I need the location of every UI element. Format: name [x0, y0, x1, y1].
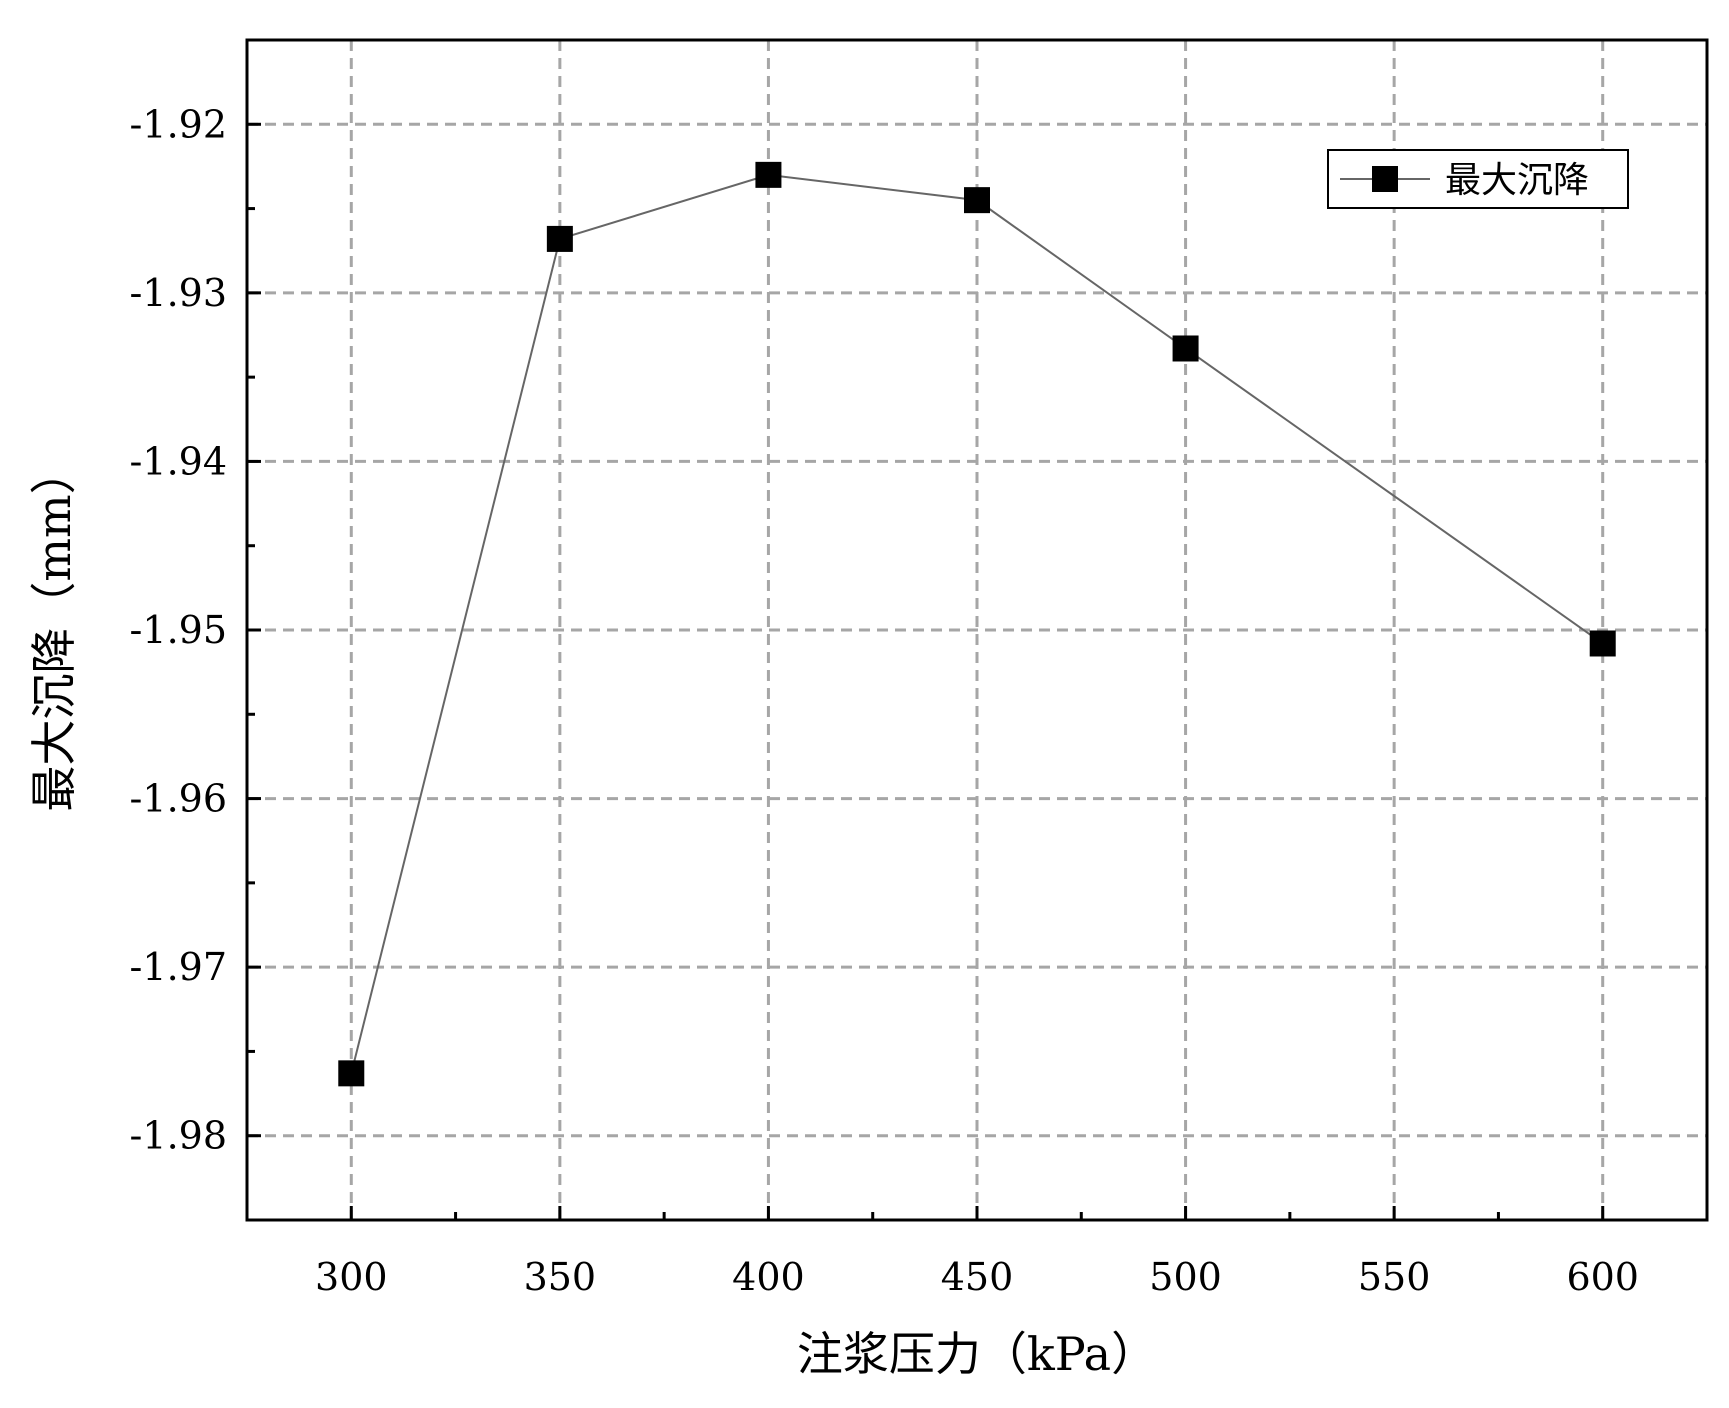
y-axis-title: 最大沉降（mm）	[27, 448, 81, 811]
y-tick-label: -1.95	[130, 608, 227, 652]
data-point-marker	[755, 161, 782, 188]
tick-labels: 300 350 400 450 500 550 600 -1.92 -1.93 -1.94 -1.9…	[130, 102, 1639, 1299]
series-line	[350, 173, 1604, 1074]
x-tick-label: 500	[1149, 1255, 1222, 1299]
legend-label: 最大沉降	[1445, 160, 1589, 201]
data-point-marker	[1172, 335, 1199, 362]
y-tick-label: -1.92	[130, 102, 227, 146]
y-tick-label: -1.98	[130, 1114, 227, 1158]
legend: 最大沉降	[1327, 149, 1629, 209]
data-series	[338, 161, 1616, 1087]
legend-marker	[1372, 166, 1398, 192]
data-point-marker	[964, 187, 990, 214]
x-tick-label: 550	[1358, 1255, 1431, 1299]
data-point-marker	[546, 225, 573, 252]
grid-lines	[247, 40, 1707, 1220]
plot-frame	[245, 38, 1709, 1222]
x-tick-label: 350	[524, 1255, 597, 1299]
y-tick-label: -1.97	[130, 945, 227, 989]
x-tick-label: 400	[732, 1255, 805, 1299]
x-tick-label: 600	[1566, 1255, 1639, 1299]
axis-ticks	[247, 122, 1605, 1222]
y-tick-label: -1.96	[130, 777, 227, 821]
data-point-marker	[338, 1060, 365, 1087]
data-point-marker	[1589, 630, 1616, 657]
x-tick-label: 450	[941, 1255, 1014, 1299]
y-tick-label: -1.93	[130, 271, 227, 315]
x-tick-label: 300	[315, 1255, 388, 1299]
y-tick-label: -1.94	[130, 439, 227, 483]
x-axis-title: 注浆压力（kPa）	[797, 1327, 1157, 1381]
